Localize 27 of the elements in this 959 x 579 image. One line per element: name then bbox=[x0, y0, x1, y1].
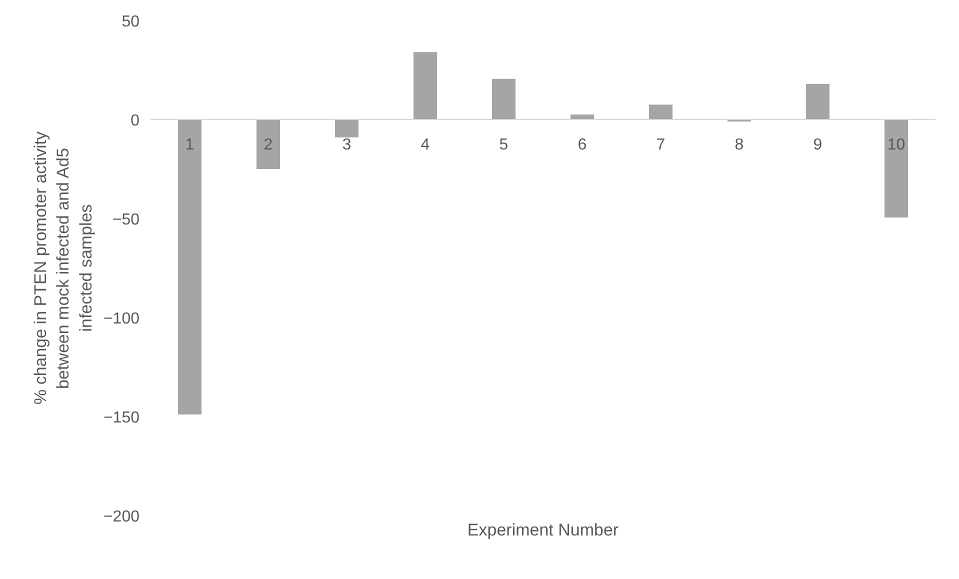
bar bbox=[884, 120, 908, 218]
x-tick-label: 8 bbox=[734, 136, 744, 154]
y-tick-label: −100 bbox=[103, 310, 140, 328]
bar bbox=[806, 84, 830, 120]
y-tick-label: −50 bbox=[112, 212, 140, 228]
x-tick-label: 9 bbox=[813, 136, 822, 154]
x-tick-label: 3 bbox=[342, 136, 352, 154]
bar bbox=[334, 120, 359, 138]
y-tick-label: −150 bbox=[103, 410, 140, 426]
bar bbox=[492, 78, 516, 120]
y-tick-label: 50 bbox=[122, 14, 140, 30]
y-tick-label: 0 bbox=[130, 112, 140, 130]
x-tick-label: 10 bbox=[887, 136, 906, 154]
y-tick-label: −200 bbox=[103, 508, 140, 526]
x-tick-label: 4 bbox=[420, 136, 430, 154]
x-tick-label: 1 bbox=[185, 136, 194, 154]
y-axis-title: % change in PTEN promoter activity between mock infected and Ad5 infected samples bbox=[30, 130, 96, 405]
x-axis-title: Experiment Number bbox=[467, 520, 619, 540]
bar bbox=[178, 120, 202, 415]
x-tick-label: 2 bbox=[264, 136, 273, 154]
bar bbox=[413, 52, 438, 120]
x-tick-label: 6 bbox=[578, 136, 587, 154]
x-tick-label: 7 bbox=[656, 136, 666, 154]
bar bbox=[256, 120, 280, 169]
bar bbox=[648, 104, 673, 120]
x-tick-label: 5 bbox=[499, 136, 508, 154]
bar bbox=[570, 114, 594, 120]
